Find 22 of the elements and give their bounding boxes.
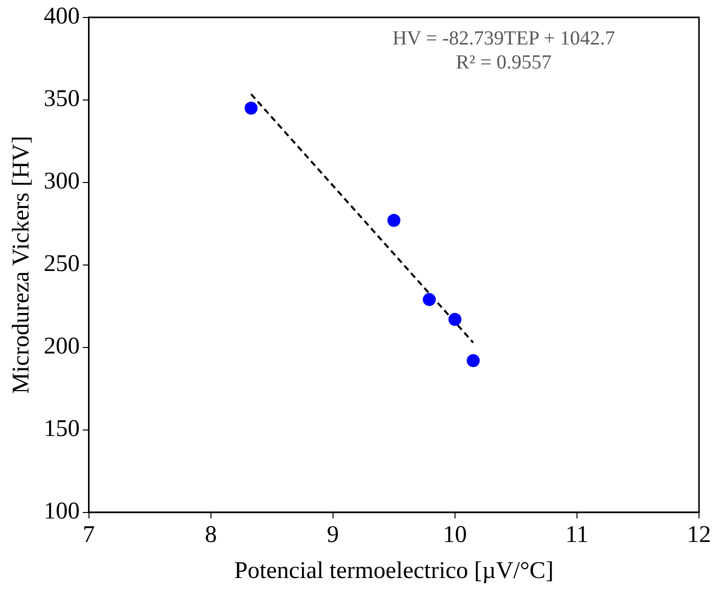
x-tick-label: 11: [565, 522, 589, 548]
y-tick-label: 250: [44, 251, 80, 278]
x-tick-label: 12: [687, 522, 711, 548]
y-tick-label: 400: [44, 4, 80, 30]
annotation: R² = 0.9557: [456, 52, 552, 74]
y-tick-label: 150: [44, 416, 80, 442]
y-tick-label: 300: [44, 168, 80, 195]
y-tick-label: 350: [44, 86, 80, 112]
x-tick-label: 7: [82, 522, 95, 548]
x-tick-label: 9: [326, 522, 339, 548]
y-axis-title: Microdureza Vickers [HV]: [8, 136, 35, 394]
point: [466, 354, 480, 368]
y-tick-label: 200: [44, 334, 80, 360]
x-axis-title: Potencial termoelectrico [µV/°C]: [234, 558, 554, 584]
x-tick-label: 8: [204, 522, 217, 548]
y-tick-label: 100: [44, 498, 80, 525]
annotation: HV = -82.739TEP + 1042.7: [392, 28, 616, 50]
x-tick-label: 10: [442, 522, 467, 548]
point: [244, 102, 258, 115]
point: [422, 293, 436, 306]
point: [448, 312, 462, 326]
point: [387, 214, 400, 227]
